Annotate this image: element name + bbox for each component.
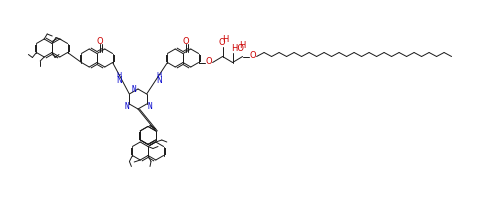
Text: HO: HO — [231, 44, 244, 53]
Text: N: N — [147, 102, 152, 110]
Text: N: N — [156, 76, 162, 85]
Text: H: H — [222, 35, 229, 44]
Text: O: O — [205, 57, 212, 66]
Text: O: O — [183, 37, 189, 46]
Text: O: O — [97, 37, 103, 46]
Text: N: N — [116, 76, 122, 85]
Text: H: H — [240, 41, 246, 50]
Text: H: H — [157, 72, 162, 78]
Text: O: O — [249, 51, 256, 60]
Text: H: H — [116, 72, 122, 78]
Text: O: O — [218, 38, 225, 47]
Text: N: N — [124, 102, 129, 110]
Text: N: N — [132, 84, 136, 94]
